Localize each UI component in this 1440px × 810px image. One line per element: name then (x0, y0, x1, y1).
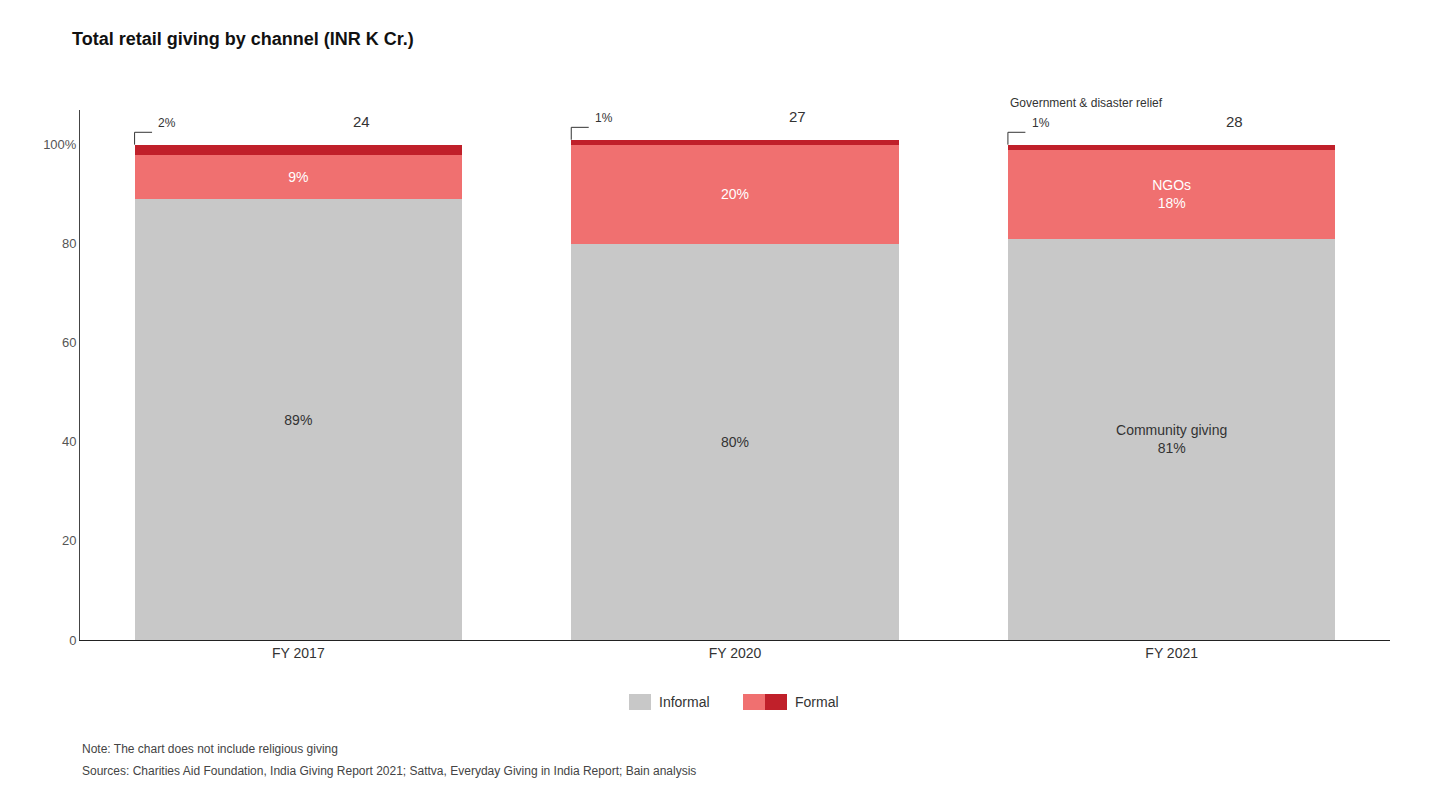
svg-text:0: 0 (69, 633, 76, 648)
svg-text:20%: 20% (721, 186, 749, 202)
svg-text:40: 40 (62, 434, 76, 449)
svg-text:100%: 100% (43, 137, 77, 152)
svg-text:89%: 89% (284, 412, 312, 428)
svg-text:28: 28 (1226, 113, 1243, 130)
svg-text:FY 2017: FY 2017 (272, 645, 325, 661)
svg-text:NGOs18%: NGOs18% (1152, 177, 1191, 211)
svg-text:20: 20 (62, 533, 76, 548)
svg-text:1%: 1% (595, 111, 613, 125)
svg-text:80: 80 (62, 236, 76, 251)
svg-text:Total retail giving by channel: Total retail giving by channel (INR K Cr… (72, 29, 414, 49)
svg-text:24: 24 (353, 113, 370, 130)
svg-text:1%: 1% (1032, 116, 1050, 130)
svg-text:Community giving81%: Community giving81% (1116, 422, 1227, 456)
svg-text:FY 2021: FY 2021 (1145, 645, 1198, 661)
svg-text:Note: The chart does not inclu: Note: The chart does not include religio… (82, 742, 338, 756)
svg-text:60: 60 (62, 335, 76, 350)
svg-text:Formal: Formal (795, 694, 839, 710)
svg-text:80%: 80% (721, 434, 749, 450)
svg-text:27: 27 (789, 108, 806, 125)
svg-text:Sources: Charities Aid Foundat: Sources: Charities Aid Foundation, India… (82, 764, 696, 778)
svg-text:Informal: Informal (659, 694, 710, 710)
svg-text:2%: 2% (158, 116, 176, 130)
svg-text:Government & disaster relief: Government & disaster relief (1010, 96, 1163, 110)
svg-text:9%: 9% (288, 169, 308, 185)
svg-text:FY 2020: FY 2020 (709, 645, 762, 661)
